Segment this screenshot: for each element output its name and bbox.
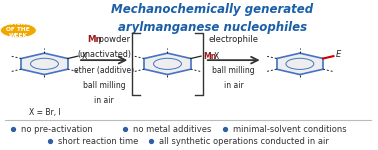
- Text: X: X: [213, 52, 218, 61]
- Text: Mn: Mn: [203, 52, 217, 61]
- Text: ether (additive): ether (additive): [74, 66, 134, 75]
- Text: minimal-solvent conditions: minimal-solvent conditions: [234, 125, 347, 134]
- Text: no pre-activation: no pre-activation: [21, 125, 93, 134]
- Text: X = Br, I: X = Br, I: [29, 108, 60, 117]
- Text: in air: in air: [94, 96, 114, 105]
- Text: (unactivated): (unactivated): [77, 50, 131, 59]
- Text: Mn: Mn: [87, 35, 102, 44]
- Text: arylmanganese nucleophiles: arylmanganese nucleophiles: [118, 21, 307, 34]
- Polygon shape: [277, 53, 323, 75]
- Text: powder: powder: [96, 35, 130, 44]
- Polygon shape: [21, 53, 68, 75]
- Text: E: E: [336, 50, 341, 59]
- Text: PICK
OF THE
WEEK: PICK OF THE WEEK: [6, 21, 30, 38]
- Polygon shape: [144, 53, 191, 75]
- Text: all synthetic operations conducted in air: all synthetic operations conducted in ai…: [159, 137, 329, 146]
- Text: X: X: [81, 52, 87, 61]
- Text: electrophile: electrophile: [209, 35, 259, 44]
- Text: short reaction time: short reaction time: [58, 137, 139, 146]
- Text: no metal additives: no metal additives: [133, 125, 211, 134]
- Text: Mechanochemically generated: Mechanochemically generated: [111, 3, 313, 16]
- Text: ball milling: ball milling: [83, 81, 125, 90]
- Text: in air: in air: [224, 81, 243, 90]
- Text: ball milling: ball milling: [212, 66, 255, 75]
- Circle shape: [0, 23, 36, 38]
